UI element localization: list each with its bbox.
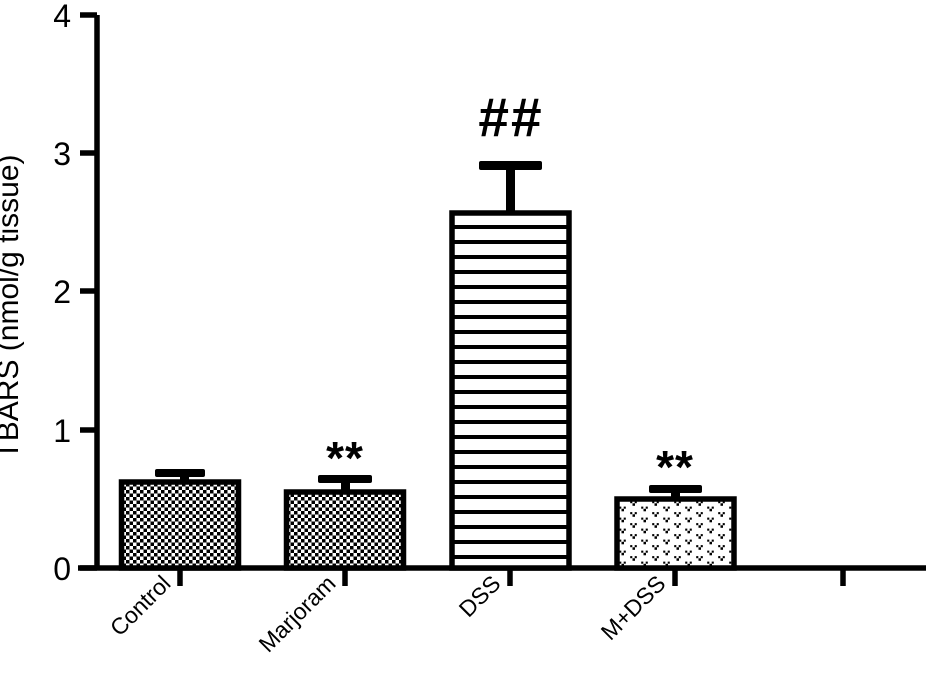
svg-text:Marjoram: Marjoram bbox=[253, 570, 340, 657]
svg-text:TBARS (nmol/g tissue): TBARS (nmol/g tissue) bbox=[0, 154, 25, 459]
svg-text:0: 0 bbox=[53, 551, 71, 587]
svg-text:2: 2 bbox=[53, 274, 71, 310]
svg-text:**: ** bbox=[326, 432, 364, 484]
svg-text:4: 4 bbox=[53, 0, 71, 34]
svg-text:##: ## bbox=[478, 86, 543, 148]
svg-text:**: ** bbox=[656, 441, 694, 493]
svg-text:3: 3 bbox=[53, 136, 71, 172]
svg-text:1: 1 bbox=[53, 413, 71, 449]
svg-text:DSS: DSS bbox=[454, 570, 506, 622]
svg-text:M+DSS: M+DSS bbox=[596, 570, 671, 645]
svg-text:Control: Control bbox=[105, 570, 176, 641]
